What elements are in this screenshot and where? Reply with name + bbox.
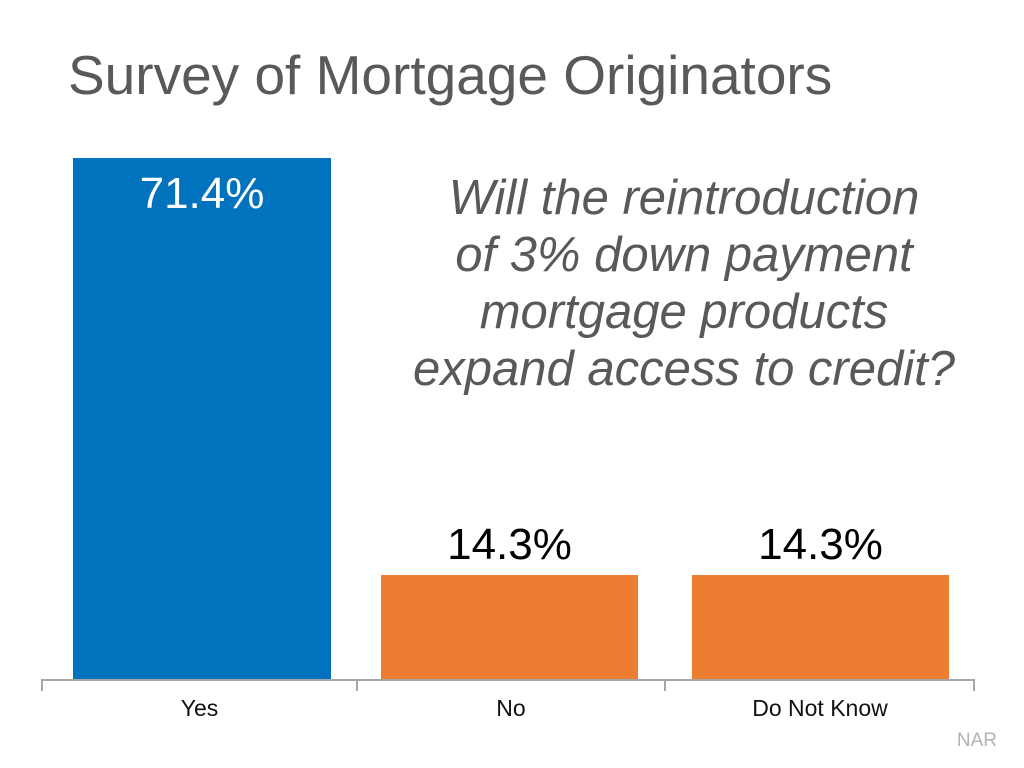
question-line: of 3% down payment xyxy=(455,228,913,282)
question-line: Will the reintroduction xyxy=(448,171,920,225)
page-title: Survey of Mortgage Originators xyxy=(68,44,833,106)
bar-yes xyxy=(73,158,331,679)
axis-tick xyxy=(973,679,975,691)
axis-tick xyxy=(356,679,358,691)
category-label-no: No xyxy=(496,695,526,721)
question-line: mortgage products xyxy=(479,285,889,339)
value-label-no: 14.3% xyxy=(447,520,572,569)
axis-tick xyxy=(664,679,666,691)
bar-do-not-know xyxy=(692,575,949,679)
bar-no xyxy=(381,575,638,679)
category-label-yes: Yes xyxy=(180,695,219,721)
value-label-yes: 71.4% xyxy=(139,169,265,218)
question-text: Will the reintroduction of 3% down payme… xyxy=(398,170,970,398)
category-label-do-not-know: Do Not Know xyxy=(752,695,888,721)
question-line: expand access to credit? xyxy=(412,342,956,396)
attribution-text: NAR xyxy=(956,730,997,751)
value-label-do-not-know: 14.3% xyxy=(758,520,883,569)
axis-tick xyxy=(41,679,43,691)
x-axis-line xyxy=(42,679,975,681)
